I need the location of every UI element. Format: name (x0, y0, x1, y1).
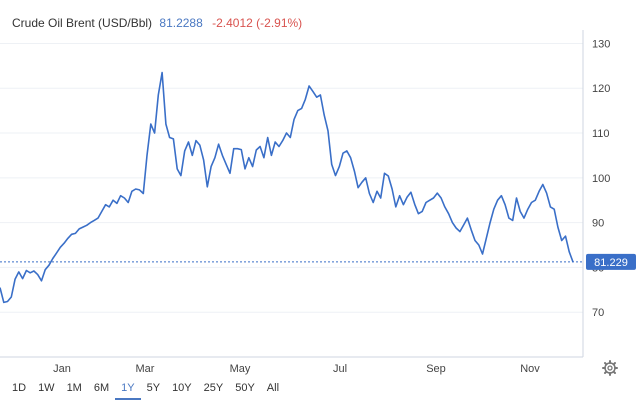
range-button-50y[interactable]: 50Y (229, 378, 261, 400)
chart-grid (0, 42, 583, 313)
range-button-6m[interactable]: 6M (88, 378, 115, 400)
current-price: 81.2288 (159, 16, 203, 30)
x-tick-label: Nov (520, 363, 540, 375)
range-button-10y[interactable]: 10Y (166, 378, 198, 400)
x-tick-label: Mar (136, 363, 155, 375)
chart-header: Crude Oil Brent (USD/Bbl) 81.2288 -2.401… (12, 16, 302, 30)
x-tick-label: Sep (426, 363, 446, 375)
last-value-label-bg (586, 253, 636, 270)
y-tick-label: 70 (592, 307, 604, 319)
x-tick-label: May (230, 363, 251, 375)
chart-axis (0, 30, 584, 358)
chart-title: Crude Oil Brent (USD/Bbl) (12, 16, 153, 30)
price-change: -2.4012 (-2.91%) (212, 16, 303, 30)
last-value-label-text: 81.229 (594, 257, 628, 269)
gear-icon[interactable] (602, 360, 618, 376)
range-button-all[interactable]: All (261, 378, 285, 400)
y-tick-label: 90 (592, 218, 604, 230)
last-value-label: 81.229 (586, 253, 636, 270)
y-tick-label: 120 (592, 83, 610, 95)
y-axis-ticks: 708090100110120130 (592, 38, 610, 319)
x-tick-label: Jul (333, 363, 347, 375)
range-button-1w[interactable]: 1W (32, 378, 61, 400)
range-button-1d[interactable]: 1D (6, 378, 32, 400)
x-axis-ticks: Jan Mar May Jul Sep Nov (53, 363, 540, 375)
y-tick-label: 130 (592, 38, 610, 50)
range-button-1m[interactable]: 1M (61, 378, 88, 400)
range-button-1y[interactable]: 1Y (115, 378, 141, 400)
x-tick-label: Jan (53, 363, 71, 375)
range-button-5y[interactable]: 5Y (141, 378, 166, 400)
y-tick-label: 100 (592, 173, 610, 185)
y-tick-label: 110 (592, 128, 610, 140)
range-button-25y[interactable]: 25Y (198, 378, 230, 400)
time-range-selector: 1D 1W 1M 6M 1Y 5Y 10Y 25Y 50Y All (6, 378, 285, 400)
series-line-brent (0, 71, 574, 304)
